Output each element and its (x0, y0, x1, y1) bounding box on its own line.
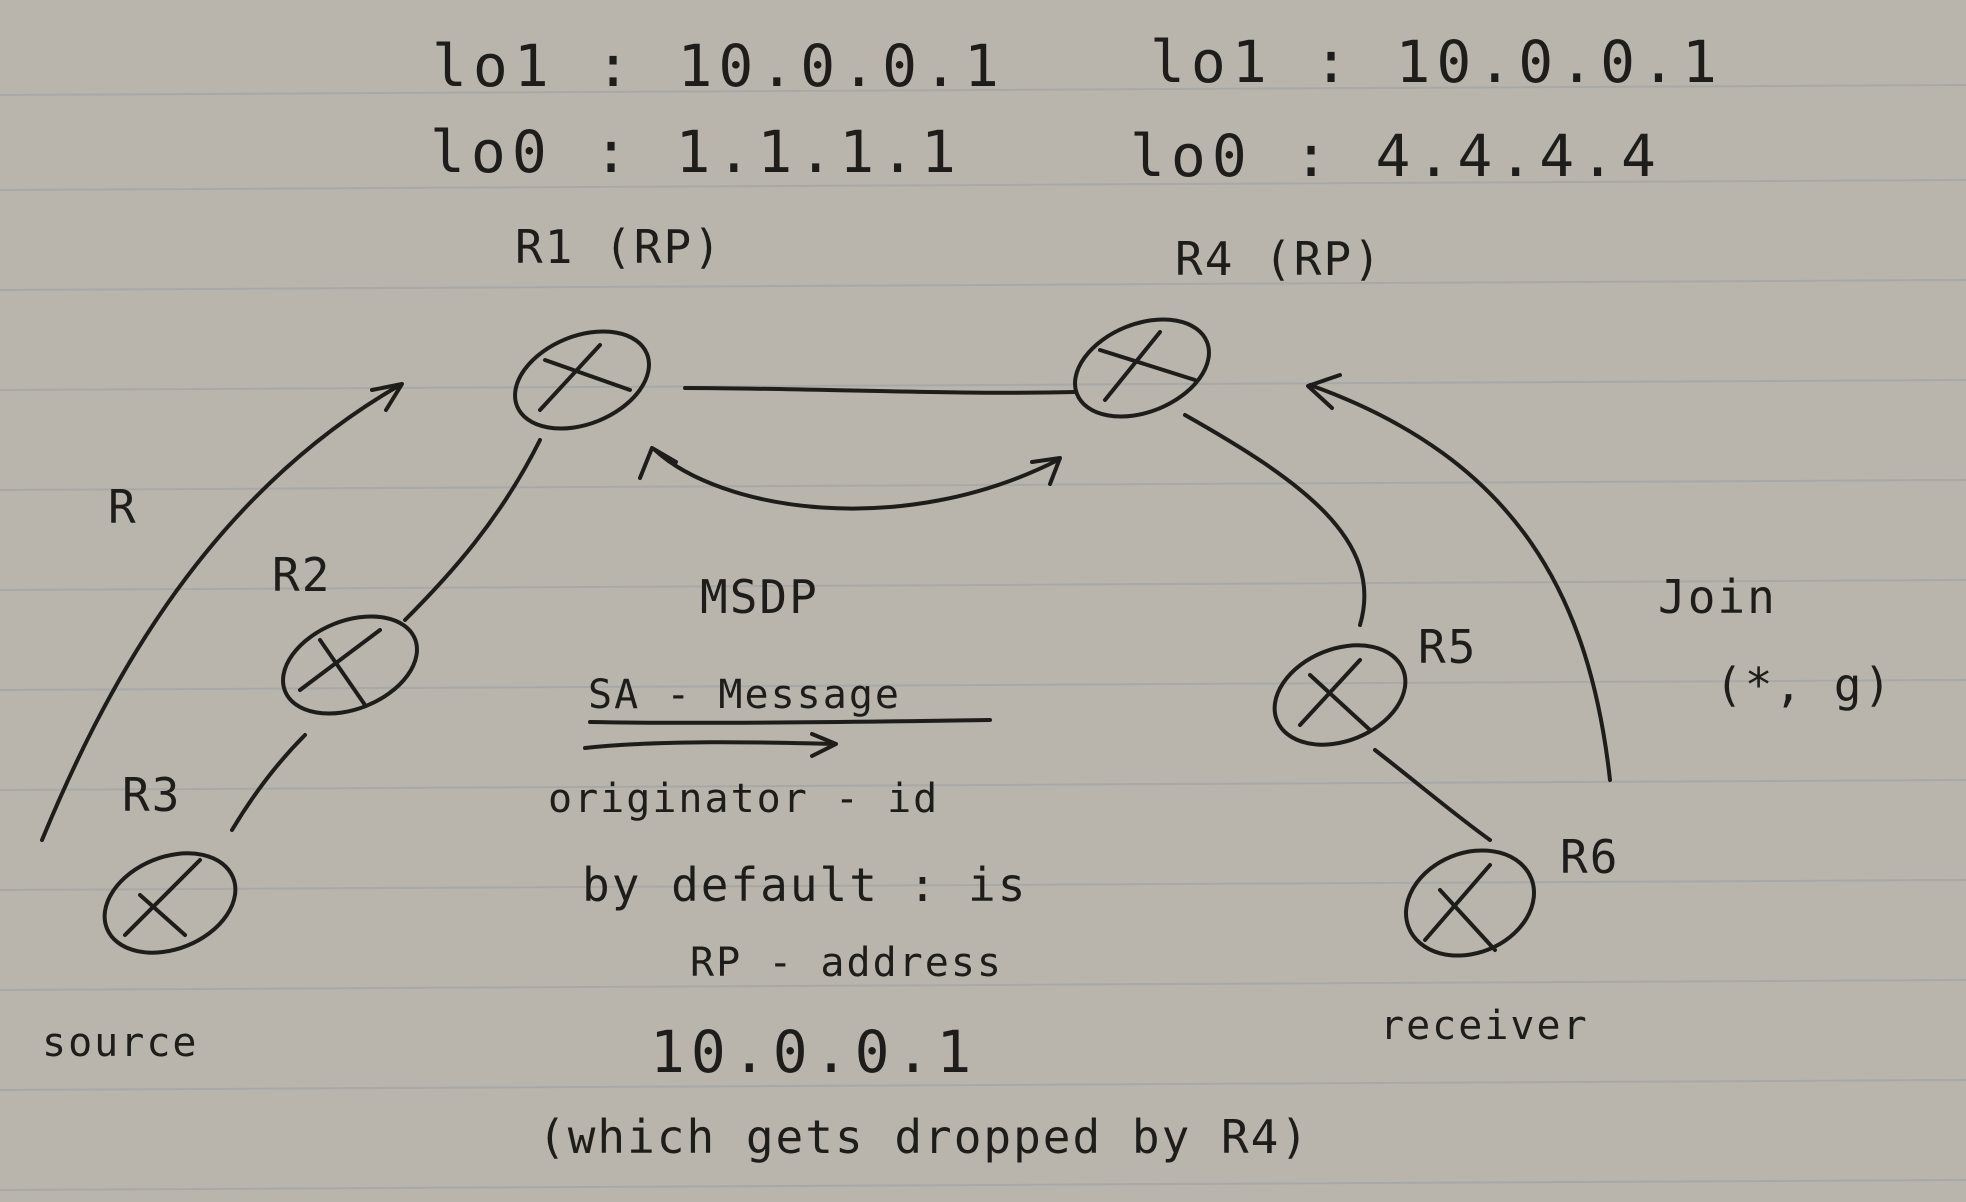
arrow-head-join (1306, 373, 1342, 410)
address-label: 10.0.0.1 (650, 1018, 978, 1086)
r4-lo1-label: lo1 : 10.0.0.1 (1150, 28, 1723, 96)
r4-name-label: R4 (RP) (1175, 232, 1383, 286)
r4-lo0-label: lo0 : 4.4.4.4 (1130, 122, 1662, 190)
link-r4-r5 (1183, 413, 1367, 627)
r2-label: R2 (272, 548, 332, 602)
rule-lines (0, 84, 1966, 1191)
link-r2-r3 (230, 733, 307, 832)
arrow-icon-msdp (653, 448, 1060, 511)
msdp-label: MSDP (700, 570, 819, 624)
r5-label: R5 (1418, 620, 1478, 674)
arrow-icon-join (1308, 383, 1612, 782)
join-sg-label: (*, g) (1715, 658, 1894, 712)
router-icon-r2 (281, 614, 419, 716)
r1-lo0-label: lo0 : 1.1.1.1 (430, 118, 962, 186)
register-label: R (108, 480, 138, 534)
router-icon-r4 (1073, 317, 1211, 419)
router-icon-r6 (1404, 848, 1536, 958)
source-label: source (42, 1020, 199, 1066)
arrow-head-sa (810, 732, 838, 758)
sa-message-underline (588, 718, 992, 725)
r1-lo1-label: lo1 : 10.0.0.1 (432, 32, 1005, 100)
sa-message-label: SA - Message (588, 672, 901, 718)
default-label: by default : is (582, 858, 1028, 912)
join-label: Join (1658, 570, 1777, 624)
link-r5-r6 (1373, 748, 1492, 842)
r6-label: R6 (1560, 830, 1620, 884)
r3-label: R3 (122, 768, 182, 822)
router-icon-r3 (102, 851, 238, 955)
arrow-head-msdp-right (1030, 456, 1062, 486)
r1-name-label: R1 (RP) (515, 220, 723, 274)
arrow-icon-sa (583, 740, 837, 750)
dropped-label: (which gets dropped by R4) (538, 1110, 1311, 1164)
arrow-icon-register (40, 383, 402, 842)
link-r1-r2 (403, 438, 542, 622)
arrow-head-register (370, 382, 404, 412)
link-r1-r4 (683, 386, 1077, 395)
receiver-label: receiver (1380, 1003, 1589, 1049)
router-icon-r1 (513, 329, 651, 431)
rp-address-label: RP - address (690, 940, 1003, 986)
originator-id-label: originator - id (548, 776, 940, 822)
arrow-head-msdp-left (638, 446, 678, 480)
router-icon-r5 (1272, 643, 1408, 747)
